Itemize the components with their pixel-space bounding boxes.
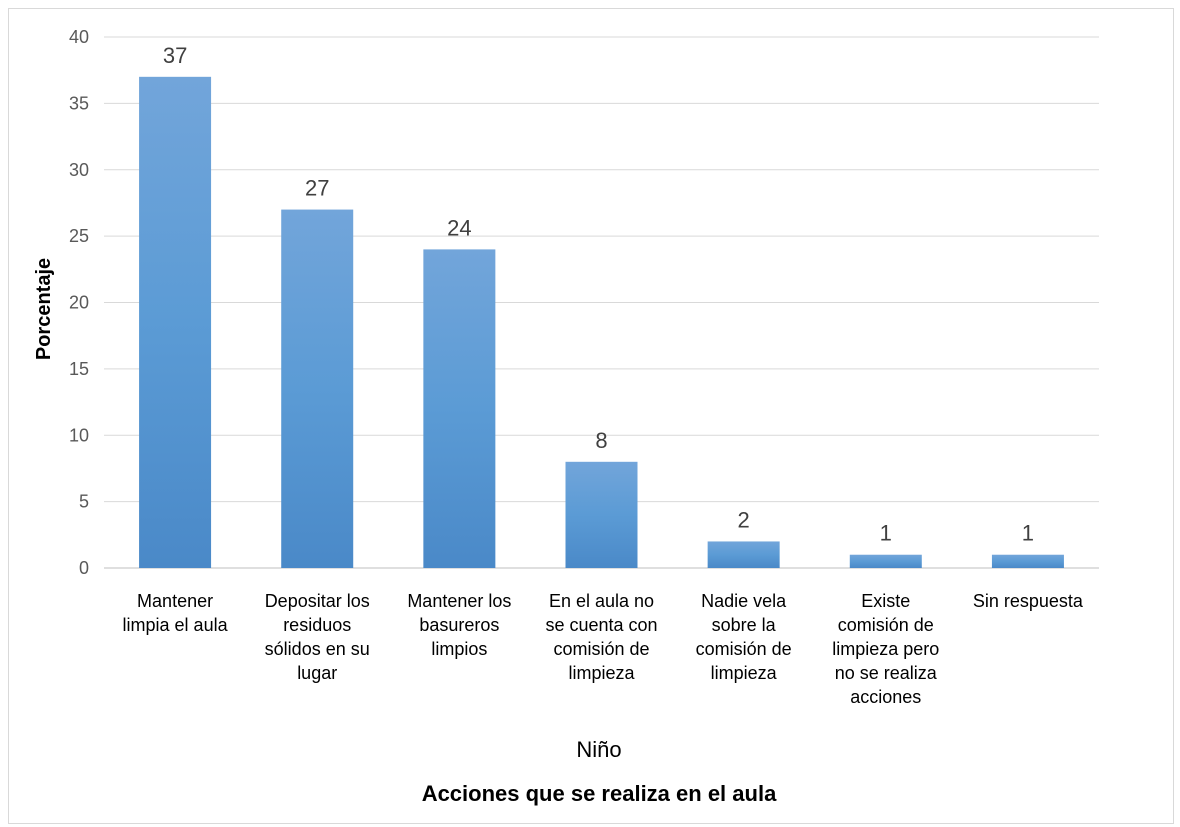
x-axis-categories: Mantener limpia el aula Depositar los resid… bbox=[123, 591, 1084, 707]
bars bbox=[139, 76, 1064, 568]
gridlines bbox=[104, 36, 1099, 569]
x-axis-title: Acciones que se realiza en el aula bbox=[422, 781, 777, 806]
data-label: 8 bbox=[595, 428, 607, 453]
bar-chart: 0 5 10 15 20 25 30 35 40 37 27 24 8 2 1 1 Mantener limp… bbox=[33, 27, 1099, 806]
y-tick-label: 25 bbox=[69, 226, 89, 246]
data-label: 2 bbox=[738, 507, 750, 532]
bar bbox=[281, 209, 354, 568]
y-tick-label: 5 bbox=[79, 492, 89, 512]
y-tick-label: 15 bbox=[69, 359, 89, 379]
bar bbox=[707, 541, 780, 568]
bar bbox=[991, 554, 1064, 568]
y-tick-label: 10 bbox=[69, 425, 89, 445]
bar bbox=[139, 76, 212, 568]
chart-frame: 0 5 10 15 20 25 30 35 40 37 27 24 8 2 1 1 Mantener limp… bbox=[8, 8, 1174, 824]
data-label: 27 bbox=[305, 176, 329, 201]
x-category-label: Nadie vela sobre la comisión de limpieza bbox=[696, 591, 792, 683]
x-category-label: Depositar los residuos sólidos en su lugar bbox=[265, 591, 370, 683]
x-category-label: Existe comisión de limpieza pero no se real… bbox=[832, 591, 939, 707]
data-label: 1 bbox=[1022, 521, 1034, 546]
y-axis-ticks: 0 5 10 15 20 25 30 35 40 bbox=[69, 27, 89, 578]
bar bbox=[423, 249, 496, 568]
y-tick-label: 30 bbox=[69, 160, 89, 180]
chart-subtitle: Niño bbox=[576, 737, 621, 762]
y-axis-title: Porcentaje bbox=[33, 258, 55, 360]
y-tick-label: 20 bbox=[69, 293, 89, 313]
x-category-label: Sin respuesta bbox=[973, 591, 1084, 611]
x-category-label: Mantener los basureros limpios bbox=[407, 591, 511, 659]
y-tick-label: 0 bbox=[79, 558, 89, 578]
y-tick-label: 40 bbox=[69, 27, 89, 47]
data-labels: 37 27 24 8 2 1 1 bbox=[163, 43, 1034, 546]
data-label: 24 bbox=[447, 215, 471, 240]
data-label: 37 bbox=[163, 43, 187, 68]
data-label: 1 bbox=[880, 521, 892, 546]
bar bbox=[565, 461, 638, 568]
y-tick-label: 35 bbox=[69, 93, 89, 113]
x-category-label: En el aula no se cuenta con comisión de lim… bbox=[545, 591, 657, 683]
bar bbox=[849, 554, 922, 568]
x-category-label: Mantener limpia el aula bbox=[123, 591, 229, 635]
